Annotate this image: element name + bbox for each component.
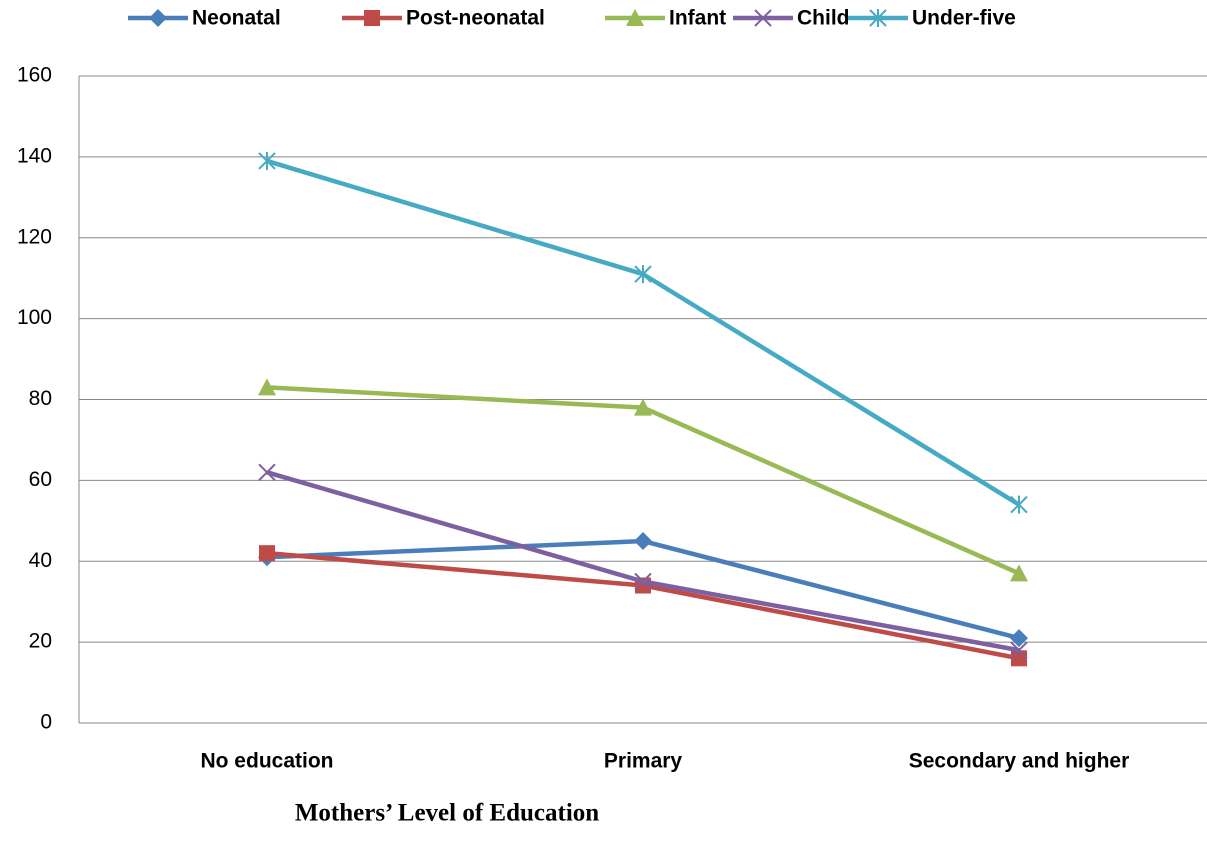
series-line — [266, 158, 1021, 507]
marker — [634, 532, 652, 551]
y-tick-label: 80 — [29, 387, 52, 410]
legend-label: Post-neonatal — [406, 7, 545, 30]
marker — [258, 151, 276, 170]
marker — [1011, 650, 1027, 667]
marker — [634, 265, 652, 284]
marker — [754, 9, 772, 27]
x-tick-label: Primary — [604, 750, 683, 773]
marker — [258, 378, 276, 396]
marker — [1010, 641, 1028, 659]
x-tick-label: Secondary and higher — [909, 750, 1130, 773]
y-tick-label: 120 — [17, 225, 52, 248]
y-tick-label: 60 — [29, 468, 52, 491]
y-tick-label: 40 — [29, 549, 52, 572]
marker — [1010, 495, 1028, 514]
x-tick-label: No education — [200, 750, 333, 773]
y-tick-label: 100 — [17, 306, 52, 329]
marker — [364, 10, 380, 26]
marker — [634, 398, 652, 416]
marker — [626, 9, 644, 26]
y-tick-label: 140 — [17, 144, 52, 167]
marker — [149, 9, 167, 27]
legend-label: Infant — [669, 7, 726, 30]
y-tick-label: 20 — [29, 630, 52, 653]
y-tick-label: 160 — [17, 64, 52, 87]
legend-label: Under-five — [912, 7, 1016, 30]
marker — [869, 9, 887, 27]
marker — [258, 463, 276, 481]
x-axis-title: Mothers’ Level of Education — [295, 800, 599, 827]
marker — [634, 572, 652, 591]
y-tick-label: 0 — [40, 711, 52, 734]
marker — [259, 545, 275, 562]
marker — [1010, 564, 1028, 582]
marker — [1010, 629, 1028, 648]
legend-label: Neonatal — [192, 7, 281, 30]
legend-label: Child — [797, 7, 850, 30]
